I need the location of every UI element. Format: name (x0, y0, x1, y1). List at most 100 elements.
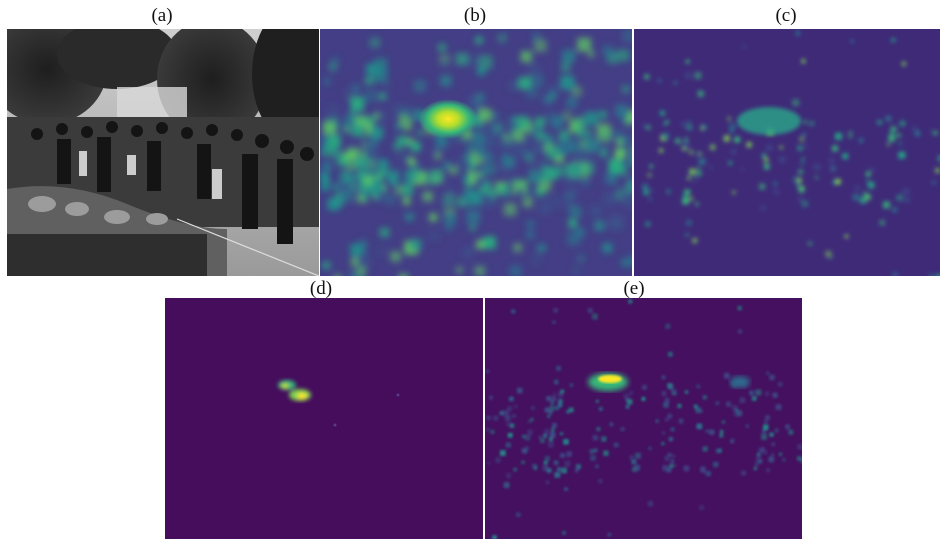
heatmap-cell (530, 405, 535, 410)
heatmap-cell (929, 129, 933, 133)
heatmap-cell (610, 193, 616, 200)
heatmap-cell (666, 189, 671, 194)
heatmap-cell (375, 173, 383, 181)
heatmap-cell (493, 415, 499, 421)
heatmap-cell (364, 163, 378, 176)
heatmap-cell (730, 438, 735, 443)
heatmap-cell (410, 238, 422, 251)
heatmap-cell (532, 463, 537, 469)
heatmap-cell (670, 427, 675, 432)
heatmap-cell (448, 166, 458, 175)
heatmap-cell (775, 404, 782, 411)
heatmap-cell (732, 190, 736, 195)
heatmap-cell (373, 68, 388, 83)
heatmap-cell (697, 90, 704, 97)
heatmap-cell (543, 95, 553, 105)
heatmap-cell (683, 137, 689, 142)
heatmap-cell (410, 141, 421, 152)
heatmap-cell (598, 478, 603, 484)
heatmap-cell (486, 415, 491, 420)
heatmap-cell (550, 432, 556, 438)
heatmap-cell (524, 434, 531, 441)
heatmap-cell (481, 123, 489, 131)
heatmap-cell (719, 433, 724, 438)
heatmap-cell (755, 389, 762, 396)
heatmap-cell (500, 450, 506, 456)
heatmap-cell (739, 397, 746, 404)
heatmap-cell (561, 62, 571, 72)
heatmap-cell (522, 197, 533, 208)
heatmap-cell (685, 233, 689, 237)
heatmap-cell (795, 182, 801, 188)
heatmap-cell (661, 391, 667, 396)
heatmap-cell (596, 427, 601, 432)
heatmap-cell (321, 136, 330, 145)
heatmap-cell (489, 395, 493, 400)
heatmap-cell (561, 138, 576, 152)
heatmap-cell (629, 455, 634, 460)
heatmap-cell (668, 437, 673, 442)
heatmap-cell (692, 238, 698, 244)
heatmap-cell (779, 156, 786, 163)
heatmap-cell (463, 191, 470, 199)
heatmap-cell (564, 50, 571, 57)
heatmap-cell (503, 203, 517, 216)
heatmap-cell (350, 97, 364, 111)
heatmap-cell (901, 61, 906, 66)
heatmap-cell (530, 160, 544, 173)
panel-e-heatmap (485, 298, 802, 539)
heatmap-cell (526, 230, 534, 239)
heatmap-cell (763, 424, 769, 431)
heatmap-cell (622, 160, 630, 168)
heatmap-cell (600, 145, 609, 154)
heatmap-cell (351, 84, 361, 93)
heatmap-cell (507, 432, 513, 438)
heatmap-cell (537, 188, 544, 196)
heatmap-cell (518, 76, 531, 90)
panel-a-photo (7, 29, 319, 276)
heatmap-cell (617, 49, 630, 62)
heatmap-cell (649, 164, 653, 169)
heatmap-cell (456, 266, 463, 274)
heatmap-cell (738, 329, 743, 334)
heatmap-cell (657, 79, 662, 83)
heatmap-cell (356, 266, 367, 276)
heatmap-cell (543, 433, 548, 438)
heatmap-cell (593, 448, 598, 453)
heatmap-cell (797, 145, 803, 151)
heatmap-cell (511, 414, 516, 418)
heatmap-cell (641, 397, 646, 401)
heatmap-cell (832, 145, 838, 152)
heatmap-cell (749, 390, 754, 396)
heatmap-cell (642, 184, 649, 190)
heatmap-cell (534, 117, 545, 128)
heatmap-cell (835, 132, 842, 140)
heatmap-cell (475, 147, 487, 158)
heatmap-cell (398, 273, 409, 276)
heatmap-cell (350, 257, 361, 267)
heatmap-cell (687, 120, 691, 124)
heatmap-cell (352, 124, 365, 137)
heatmap-cell (515, 188, 524, 197)
heatmap-cell (598, 406, 603, 411)
heatmap-cell (355, 166, 363, 173)
heatmap-cell (616, 164, 627, 175)
heatmap-cell (513, 130, 524, 141)
heatmap-cell (694, 201, 699, 206)
heatmap-cell (761, 434, 767, 440)
heatmap-cell (932, 180, 936, 185)
heatmap-cell (481, 194, 490, 203)
heatmap-cell (328, 134, 341, 147)
heatmap-cell (764, 419, 768, 424)
heatmap-cell (889, 130, 894, 135)
heatmap-cell (347, 147, 359, 160)
heatmap-cell (896, 133, 902, 138)
heatmap-cell (401, 184, 414, 196)
heatmap-cell (375, 110, 388, 123)
panel-d-label: (d) (309, 278, 333, 299)
heatmap-cell (464, 152, 473, 161)
heatmap-cell (797, 444, 802, 450)
heatmap-cell (936, 274, 940, 276)
heatmap-cell (396, 135, 408, 147)
heatmap-cell (683, 193, 688, 198)
